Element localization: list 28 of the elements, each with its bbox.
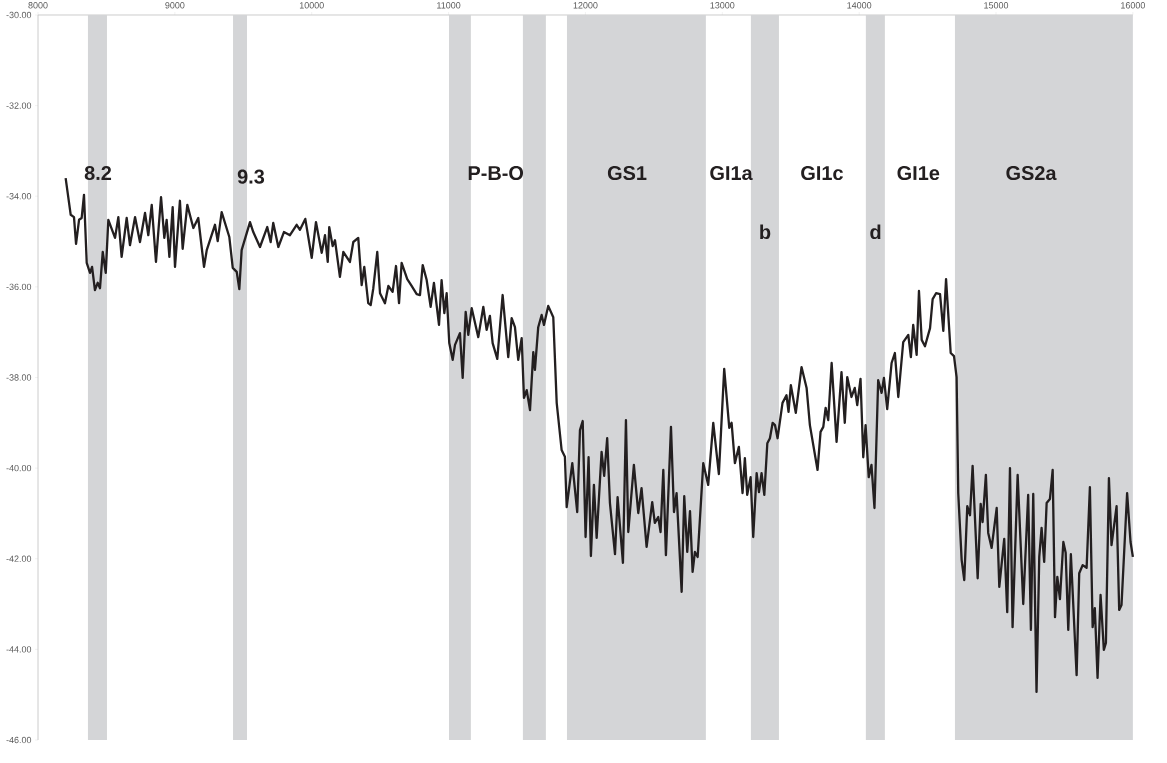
x-tick-label: 9000 [165,2,185,9]
annotation: P-B-O [468,166,524,181]
y-tick-label: -36.00 [6,283,32,291]
x-tick-label: 12000 [573,2,598,9]
y-tick-label: -38.00 [6,374,32,381]
annotation: GS1 [607,166,647,181]
y-tick-label: -40.00 [6,464,32,472]
annotation: GS2a [1006,166,1057,181]
annotation: 8.2 [84,166,112,181]
annotation: GI1e [897,166,940,181]
x-tick-label: 16000 [1121,2,1145,9]
y-tick-label: -46.00 [6,736,32,744]
x-tick-label: 13000 [710,2,735,9]
x-tick-label: 10000 [299,2,324,9]
annotation: 9.3 [237,169,265,184]
annotation: d [870,224,881,240]
annotation: GI1a [710,166,753,181]
x-tick-label: 15000 [984,2,1009,9]
y-tick-label: -30.00 [6,11,32,19]
x-tick-label: 11000 [437,2,461,9]
x-tick-label: 14000 [847,2,872,9]
y-tick-label: -44.00 [6,646,32,653]
annotation: b [760,224,771,240]
y-tick-label: -34.00 [6,193,32,200]
y-tick-label: -32.00 [6,102,32,109]
annotation: GI1c [801,166,843,181]
y-tick-label: -42.00 [6,555,32,562]
x-tick-label: 8000 [28,2,48,9]
